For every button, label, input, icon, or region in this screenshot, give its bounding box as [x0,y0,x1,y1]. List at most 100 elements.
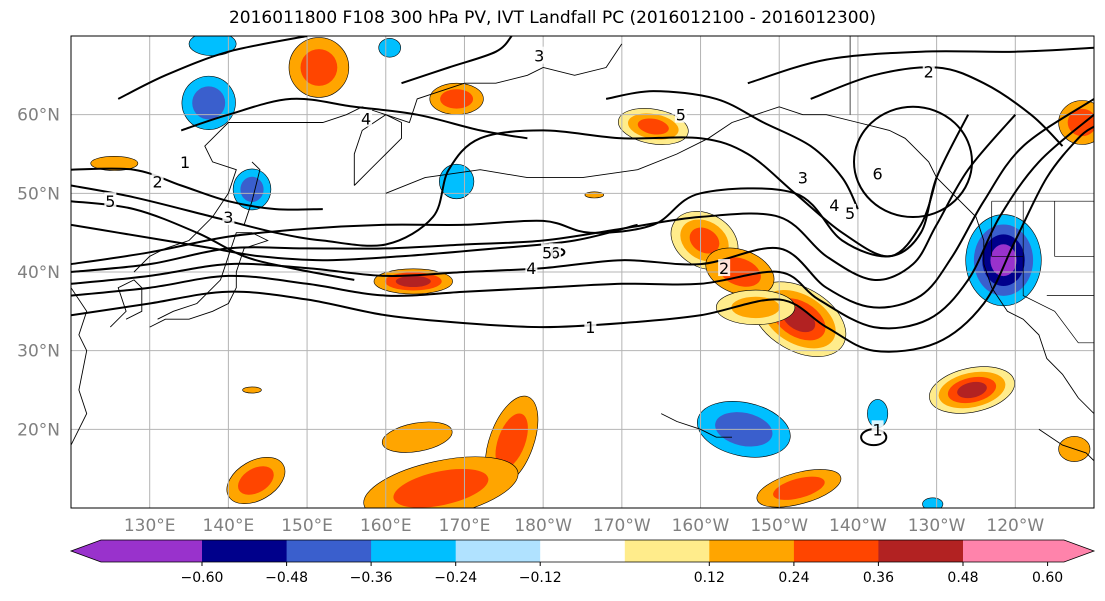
coastline [385,106,1094,414]
shade-level-ellipse [990,244,1017,277]
contour-label-halo [222,207,235,225]
colorbar-tick-label: −0.12 [519,570,562,586]
shade-level-ellipse [495,413,528,469]
colorbar-tick-label: −0.36 [350,570,393,586]
colorbar-tick-label: −0.24 [434,570,477,586]
pv-contour-3 [401,36,513,85]
longitude-tick-label: 130°W [908,516,966,536]
pv-contour-4 [117,36,308,100]
contour-label: 1 [585,318,595,337]
coastline [149,232,269,328]
coastline [1038,428,1094,462]
contour-label-halo [796,168,809,186]
map-frame [70,35,1095,509]
colorbar-bin [793,540,879,562]
contour-label-halo [104,192,117,210]
longitude-tick-label: 150°W [750,516,808,536]
latitude-tick-label: 60°N [17,106,60,126]
contour-label: 5 [542,243,552,262]
shade-level-ellipse [90,155,139,171]
contour-label-halo [533,46,546,64]
colorbar-bin [202,540,288,562]
contour-label-halo [828,196,841,214]
contour-label: 4 [526,259,536,278]
colorbar-tick-label: 0.24 [778,570,809,586]
contour-label: 4 [829,196,839,215]
pv-contour-4 [180,97,528,140]
coastline [71,287,88,446]
shaded-region-8 [584,191,604,199]
shaded-region-7 [90,155,139,171]
shade-level-ellipse [242,386,262,394]
colorbar-bin [371,540,457,562]
contour-label: 3 [223,208,233,227]
shaded-region-6 [429,82,484,115]
contour-label: 3 [798,169,808,188]
pv-contour-5 [71,114,969,266]
contour-label-halo [360,109,373,127]
shade-level-ellipse [584,191,604,199]
shade-level-ellipse [395,275,431,287]
longitude-tick-label: 160°W [672,516,730,536]
pv-contour-2 [747,46,1094,85]
shade-level-ellipse [300,49,338,86]
contour-label-halo [179,152,192,170]
longitude-tick-label: 170°E [439,516,491,536]
longitude-tick-label: 180°W [514,516,572,536]
shade-level-ellipse [240,176,264,202]
pv-contour-4 [71,114,1017,281]
contour-label: 6 [550,243,560,262]
shade-level-ellipse [637,118,669,135]
colorbar-tick-label: −0.48 [265,570,308,586]
longitude-tick-label: 140°E [203,516,255,536]
contour-label-halo [844,204,857,221]
figure-title: 2016011800 F108 300 hPa PV, IVT Landfall… [228,8,876,28]
colorbar-tick-label: 0.60 [1032,570,1063,586]
shaded-region-10 [929,366,1015,414]
contour-label: 5 [105,192,115,211]
longitude-tick-label: 170°W [593,516,651,536]
ivt-pc-shading-layer [90,36,1094,508]
latitude-tick-label: 50°N [17,184,60,204]
pv-contour-layer [71,36,1094,447]
contour-label-halo [871,420,884,438]
contour-label: 2 [924,62,934,81]
colorbar-tick-label: −0.60 [181,570,224,586]
coastline [243,161,261,225]
pv-contour-2 [71,113,1094,330]
shade-level-ellipse [440,89,474,109]
colorbar-bin [878,540,964,562]
latitude-axis: 20°N 30°N 40°N 50°N 60°N [17,106,60,441]
pv-closed-contour-6 [853,105,973,218]
shaded-region-25 [378,38,402,58]
shade-level-ellipse [731,296,780,319]
contour-label-halo [922,62,935,80]
pv-contour-1 [71,125,1094,353]
shaded-region-22 [232,168,272,211]
pv-contour-1 [71,167,323,211]
coastline [353,114,402,186]
contour-label: 6 [873,165,883,184]
longitude-tick-label: 140°W [829,516,887,536]
colorbar-tick-label: 0.48 [947,570,978,586]
political-border [991,201,1094,344]
pv-contour-4 [810,66,1064,147]
colorbar-extend-min [71,540,202,562]
contour-label: 4 [361,110,371,129]
contour-label: 3 [534,47,544,66]
shade-level-ellipse [378,38,402,58]
colorbar-tick-label: 0.12 [694,570,725,586]
latitude-tick-label: 20°N [17,420,60,440]
contour-label: 1 [180,153,190,172]
shade-level-ellipse [773,476,825,500]
contour-label-halo [525,259,538,277]
contour-label: 5 [845,204,855,223]
shaded-region-17 [756,469,842,508]
contour-label: 1 [873,420,883,439]
longitude-tick-label: 160°E [360,516,412,536]
colorbar-outline [69,539,1096,563]
shaded-region-3 [715,289,796,326]
colorbar-extend-max [963,540,1094,562]
colorbar: −0.60 −0.48 −0.36 −0.24 −0.12 0.12 0.24 0.36 0.4… [69,539,1096,586]
